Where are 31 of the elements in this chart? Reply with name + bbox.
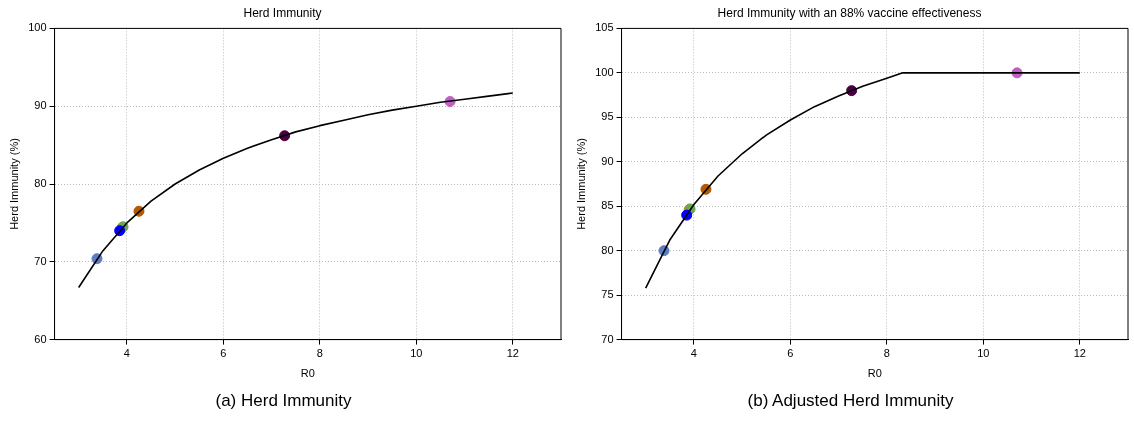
x-tick-label: 10 — [977, 347, 990, 360]
y-tick-label: 105 — [595, 21, 614, 34]
y-tick-label: 90 — [34, 99, 47, 112]
y-tick-label: 85 — [601, 199, 614, 212]
y-tick-label: 95 — [601, 110, 614, 123]
y-tick-label: 70 — [34, 254, 47, 267]
y-axis-title: Herd Immunity (%) — [574, 138, 587, 230]
y-tick-label: 75 — [601, 288, 614, 301]
y-tick-label: 100 — [28, 21, 47, 34]
y-tick-label: 80 — [601, 243, 614, 256]
y-tick-label: 90 — [601, 154, 614, 167]
y-axis-title: Herd Immunity (%) — [7, 138, 20, 230]
text: (a) Herd Immunity — [214, 391, 353, 411]
x-tick-label: 8 — [316, 347, 323, 360]
x-axis-title: R0 — [300, 367, 315, 380]
x-tick-label: 10 — [410, 347, 423, 360]
x-tick-label: 8 — [883, 347, 890, 360]
x-tick-label: 4 — [690, 347, 697, 360]
x-axis-title: R0 — [867, 367, 882, 380]
text: (b) Adjusted Herd Immunity — [746, 391, 955, 411]
chart-title: Herd Immunity with an 88% vaccine effectiveness — [717, 5, 982, 20]
y-tick-label: 70 — [601, 332, 614, 345]
x-tick-label: 12 — [1073, 347, 1086, 360]
x-tick-label: 6 — [220, 347, 227, 360]
x-tick-label: 6 — [787, 347, 794, 360]
y-tick-label: 80 — [34, 177, 47, 190]
chart-title: Herd Immunity — [243, 5, 322, 20]
x-tick-label: 12 — [506, 347, 519, 360]
y-tick-label: 100 — [595, 65, 614, 78]
y-tick-label: 60 — [34, 332, 47, 345]
x-tick-label: 4 — [123, 347, 130, 360]
